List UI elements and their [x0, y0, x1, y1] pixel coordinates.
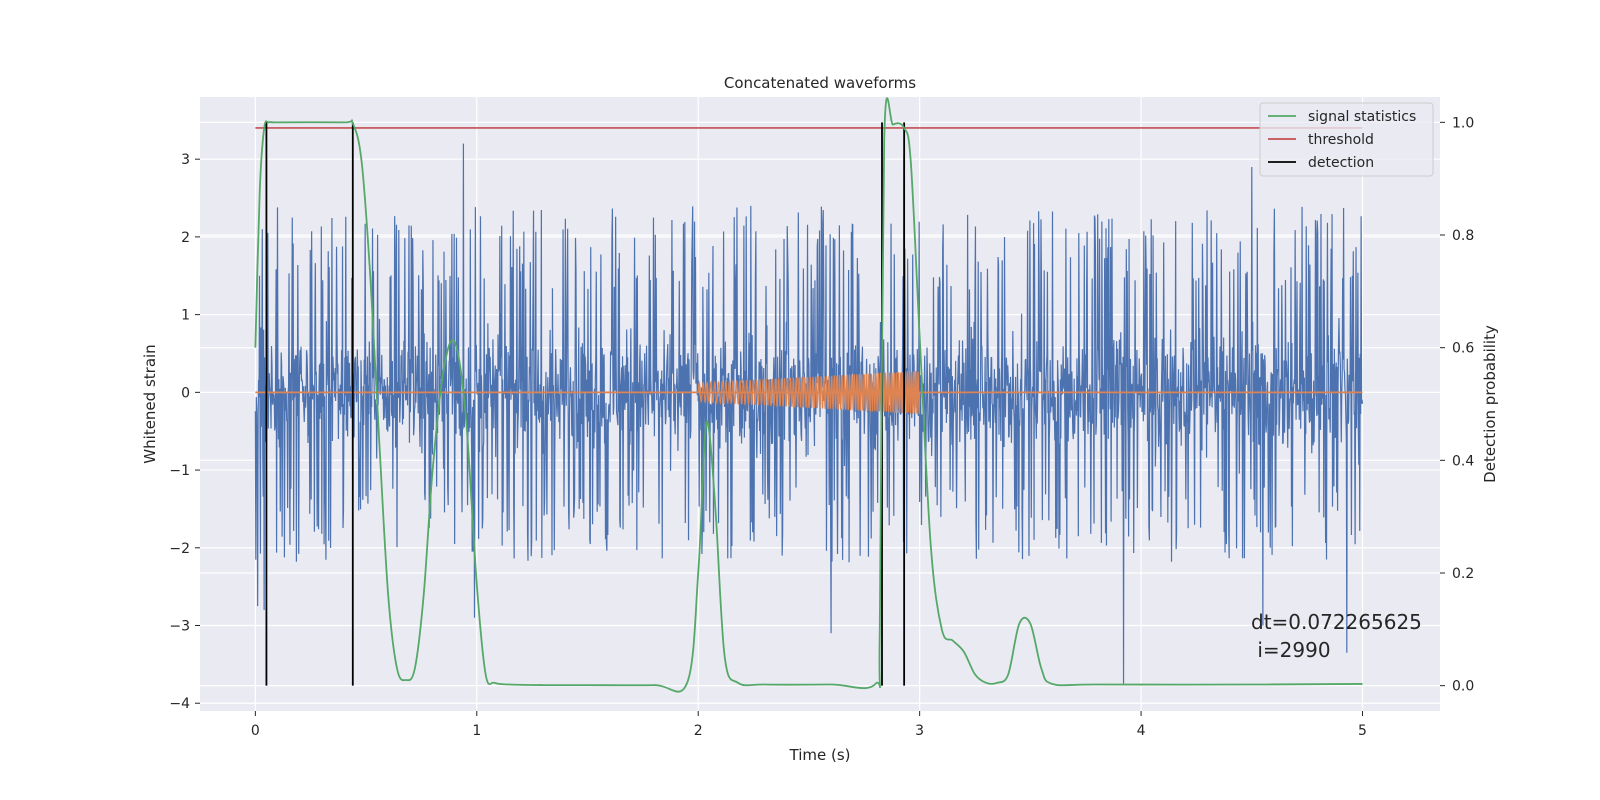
y-axis-left: −4 −3 −2 −1 0 1 2 3	[169, 152, 200, 712]
y-tick-label--3: −3	[169, 619, 190, 635]
x-axis-label: Time (s)	[789, 746, 851, 764]
x-tick-label-5: 5	[1358, 723, 1367, 739]
y-tick-label--2: −2	[169, 541, 190, 557]
y-tick-label--1: −1	[169, 463, 190, 479]
y2-tick-label-1: 1.0	[1452, 115, 1474, 131]
plot-area	[254, 97, 1364, 693]
annotation-i: i=2990	[1251, 638, 1331, 662]
y-axis-label: Whitened strain	[141, 344, 159, 463]
legend-label-threshold: threshold	[1308, 132, 1374, 148]
y-tick-label-2: 2	[181, 230, 190, 246]
signal-statistics-series	[254, 97, 1363, 693]
legend-box	[1259, 102, 1434, 177]
y-tick-label--4: −4	[169, 696, 190, 712]
y2-axis-label: Detection probability	[1481, 325, 1499, 483]
y2-tick-label-0.2: 0.2	[1452, 566, 1474, 582]
y2-tick-label-0.6: 0.6	[1452, 341, 1474, 357]
legend: signal statistics threshold detection	[1259, 102, 1434, 177]
x-tick-label-1: 1	[472, 723, 481, 739]
y-axis-right: 0.0 0.2 0.4 0.6 0.8 1.0	[1440, 115, 1474, 695]
y2-tick-label-0.4: 0.4	[1452, 453, 1474, 469]
x-tick-label-0: 0	[251, 723, 260, 739]
annotation-dt: dt=0.072265625	[1251, 610, 1422, 634]
x-axis: 0 1 2 3 4 5	[251, 711, 1367, 739]
x-tick-label-3: 3	[915, 723, 924, 739]
legend-label-signal-statistics: signal statistics	[1308, 109, 1416, 125]
y2-tick-label-0.8: 0.8	[1452, 228, 1474, 244]
y2-tick-label-0: 0.0	[1452, 679, 1474, 695]
chart-title: Concatenated waveforms	[724, 74, 916, 92]
y-tick-label-1: 1	[181, 308, 190, 324]
x-tick-label-2: 2	[694, 723, 703, 739]
x-tick-label-4: 4	[1137, 723, 1146, 739]
y-tick-label-0: 0	[181, 385, 190, 401]
y-tick-label-3: 3	[181, 152, 190, 168]
legend-label-detection: detection	[1308, 155, 1374, 171]
